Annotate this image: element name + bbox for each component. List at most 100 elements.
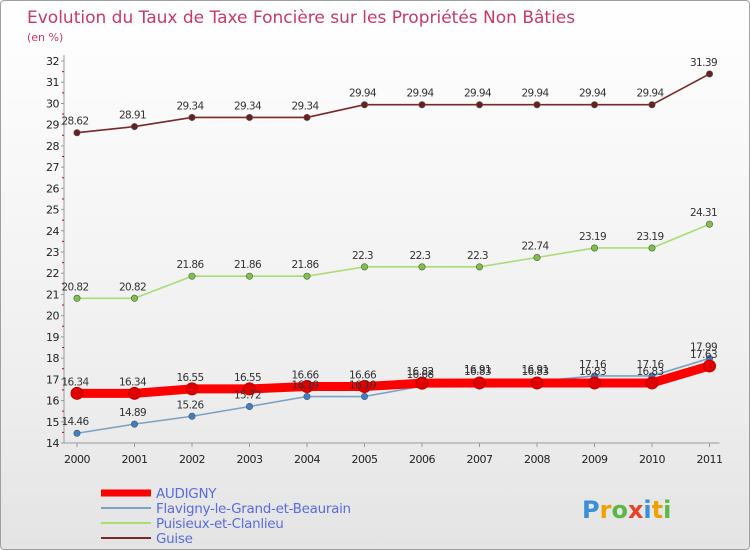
- data-label-guise: 28.91: [119, 110, 146, 122]
- data-label-flavigny-le-grand-et-beaurain: 14.46: [61, 416, 89, 428]
- data-label-audigny: 16.83: [521, 366, 548, 378]
- y-tick-label: 30: [46, 97, 59, 110]
- x-tick-label: 2002: [179, 453, 205, 466]
- y-tick-label: 16: [46, 395, 59, 408]
- y-tick-label: 31: [46, 76, 59, 89]
- data-label-guise: 31.39: [690, 57, 717, 69]
- series-line-puisieux-et-clanlieu: [76, 223, 711, 300]
- data-point-puisieux-et-clanlieu: [418, 263, 426, 271]
- x-tick-label: 2006: [409, 453, 435, 466]
- x-tick-label: 2010: [639, 453, 665, 466]
- data-label-puisieux-et-clanlieu: 22.74: [521, 241, 549, 253]
- data-point-guise: [360, 101, 368, 109]
- data-point-guise: [648, 101, 656, 109]
- logo-text: Proxiti: [582, 496, 671, 524]
- data-label-flavigny-le-grand-et-beaurain: 15.72: [234, 389, 261, 401]
- data-label-audigny: 17.63: [690, 349, 717, 361]
- data-label-audigny: 16.34: [61, 376, 89, 388]
- series-line-flavigny-le-grand-et-beaurain: [76, 357, 711, 435]
- data-label-audigny: 16.83: [464, 366, 491, 378]
- data-label-puisieux-et-clanlieu: 22.3: [467, 250, 488, 262]
- data-point-puisieux-et-clanlieu: [475, 263, 483, 271]
- data-point-flavigny-le-grand-et-beaurain: [360, 393, 368, 401]
- data-point-puisieux-et-clanlieu: [360, 263, 368, 271]
- y-tick-label: 28: [46, 140, 59, 153]
- data-label-guise: 28.62: [61, 116, 88, 128]
- data-label-guise: 29.94: [636, 88, 664, 100]
- data-point-audigny: [473, 376, 486, 390]
- data-label-audigny: 16.83: [636, 366, 663, 378]
- data-label-puisieux-et-clanlieu: 22.3: [410, 250, 431, 262]
- y-tick-label: 19: [46, 331, 59, 344]
- data-point-puisieux-et-clanlieu: [590, 244, 598, 252]
- x-tick-label: 2003: [237, 453, 263, 466]
- data-point-audigny: [415, 376, 429, 390]
- data-label-audigny: 16.82: [406, 366, 433, 378]
- data-label-guise: 29.34: [176, 100, 204, 112]
- data-label-flavigny-le-grand-et-beaurain: 14.89: [119, 407, 146, 419]
- x-tick-label: 2005: [352, 453, 378, 466]
- data-point-audigny: [300, 380, 314, 394]
- data-point-audigny: [243, 382, 256, 396]
- data-label-flavigny-le-grand-et-beaurain: 16.91: [464, 364, 491, 376]
- data-point-audigny: [70, 386, 84, 400]
- y-tick-label: 17: [46, 373, 59, 386]
- legend: AUDIGNYFlavigny-le-Grand-et-BeaurainPuis…: [101, 486, 351, 547]
- y-tick-label: 27: [46, 161, 59, 174]
- data-point-guise: [533, 101, 541, 109]
- data-label-puisieux-et-clanlieu: 22.3: [352, 250, 373, 262]
- y-tick-label: 14: [46, 437, 59, 450]
- data-label-audigny: 16.66: [291, 370, 319, 382]
- data-point-flavigny-le-grand-et-beaurain: [246, 402, 254, 410]
- data-point-guise: [131, 123, 139, 131]
- legend-label-puisieux-et-clanlieu: Puisieux-et-Clanlieu: [156, 516, 284, 532]
- data-label-puisieux-et-clanlieu: 20.82: [119, 281, 146, 293]
- x-tick-label: 2008: [524, 453, 550, 466]
- y-tick-label: 26: [46, 182, 59, 195]
- data-point-guise: [705, 70, 713, 78]
- data-label-flavigny-le-grand-et-beaurain: 16.19: [291, 380, 318, 392]
- data-label-audigny: 16.55: [234, 372, 261, 384]
- data-point-puisieux-et-clanlieu: [131, 294, 139, 302]
- x-tick-label: 2001: [122, 453, 148, 466]
- y-tick-label: 23: [46, 246, 59, 259]
- data-label-flavigny-le-grand-et-beaurain: 17.16: [636, 359, 664, 371]
- data-label-guise: 29.94: [464, 88, 492, 100]
- data-label-flavigny-le-grand-et-beaurain: 16.19: [349, 380, 376, 392]
- data-label-guise: 29.34: [234, 100, 262, 112]
- series-line-audigny: [72, 361, 714, 398]
- data-label-guise: 29.94: [579, 88, 607, 100]
- y-tick-label: 22: [46, 267, 59, 280]
- data-label-puisieux-et-clanlieu: 20.82: [61, 281, 88, 293]
- y-tick-label: 24: [46, 225, 59, 238]
- legend-label-flavigny-le-grand-et-beaurain: Flavigny-le-Grand-et-Beaurain: [156, 501, 351, 517]
- data-label-audigny: 16.55: [176, 372, 203, 384]
- data-label-guise: 29.94: [349, 88, 377, 100]
- chart-title: Evolution du Taux de Taxe Foncière sur l…: [27, 8, 575, 28]
- data-label-puisieux-et-clanlieu: 23.19: [636, 231, 663, 243]
- data-point-guise: [418, 101, 426, 109]
- axes: 14 15 16 17 18 19 20 21 22 23 24 25 26 27 28 29 30 31 32 20…: [46, 55, 723, 466]
- y-tick-label: 18: [46, 352, 59, 365]
- data-point-flavigny-le-grand-et-beaurain: [188, 412, 196, 420]
- data-label-puisieux-et-clanlieu: 21.86: [234, 259, 262, 271]
- data-label-guise: 29.94: [521, 88, 549, 100]
- data-label-flavigny-le-grand-et-beaurain: 15.26: [176, 399, 204, 411]
- y-tick-label: 15: [46, 416, 59, 429]
- series-layer: [70, 70, 716, 437]
- data-point-audigny: [185, 382, 199, 396]
- data-point-flavigny-le-grand-et-beaurain: [131, 420, 139, 428]
- data-point-puisieux-et-clanlieu: [188, 272, 196, 280]
- data-point-guise: [590, 101, 598, 109]
- x-tick-label: 2000: [64, 453, 90, 466]
- x-tick-label: 2007: [467, 453, 493, 466]
- y-tick-label: 25: [46, 204, 59, 217]
- data-point-guise: [73, 129, 81, 137]
- data-label-guise: 29.94: [406, 88, 434, 100]
- data-point-flavigny-le-grand-et-beaurain: [73, 429, 81, 437]
- legend-label-audigny: AUDIGNY: [156, 486, 217, 502]
- data-point-flavigny-le-grand-et-beaurain: [303, 393, 311, 401]
- data-point-audigny: [645, 376, 659, 390]
